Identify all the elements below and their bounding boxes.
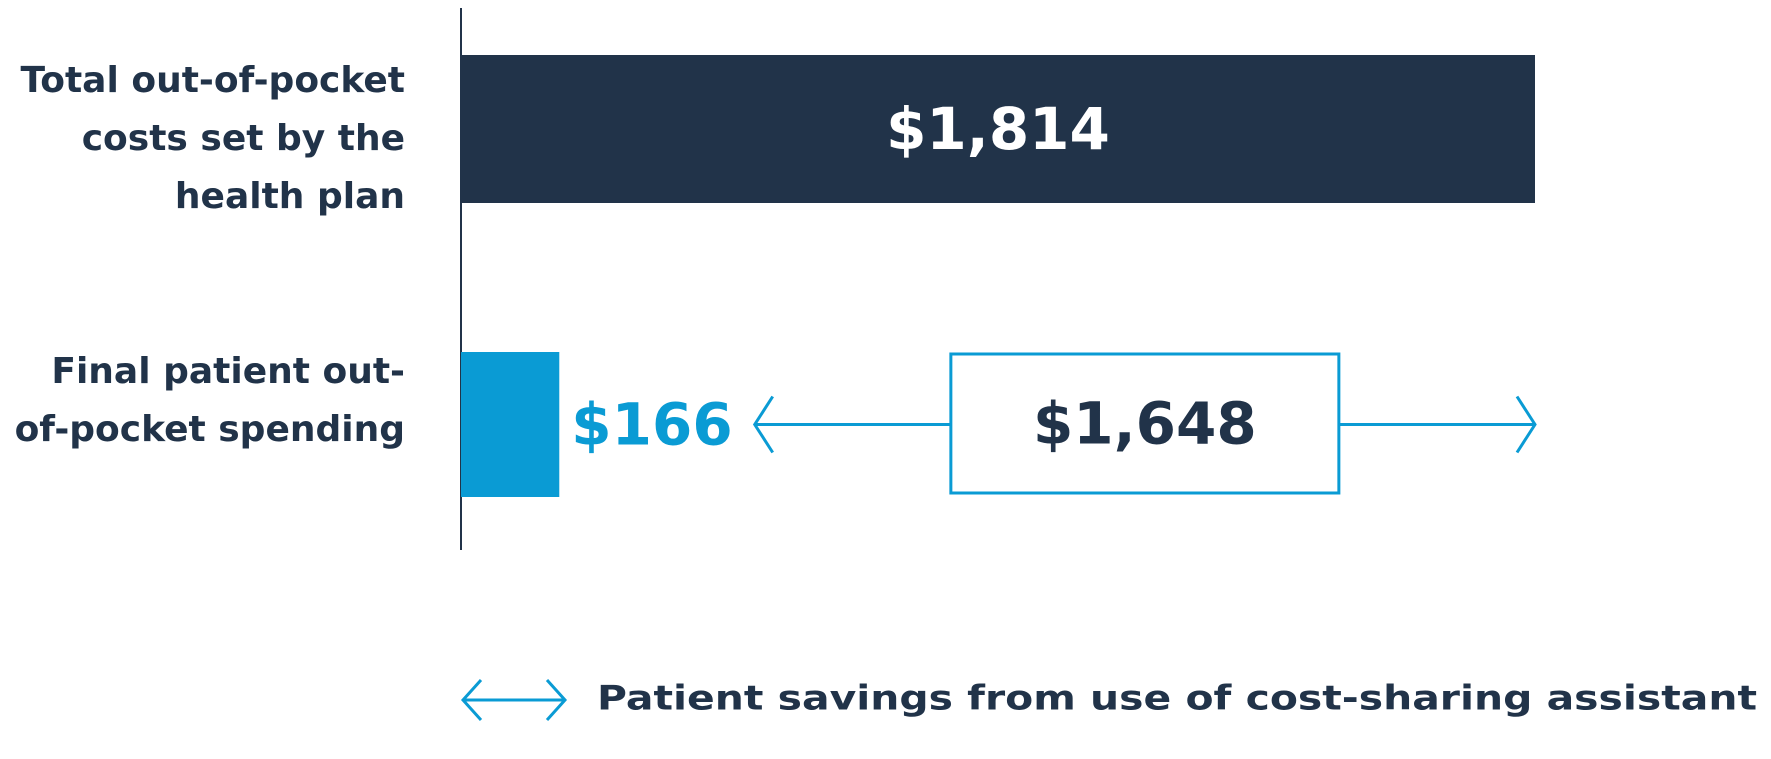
category-label: Total out-of-pocket costs set by the hea… <box>20 60 405 217</box>
bar <box>461 55 1535 203</box>
arrow-head <box>545 678 568 722</box>
savings-label: $1,648 <box>1033 390 1257 458</box>
category-label: Final patient out-of-pocket spending <box>14 351 405 450</box>
value-label: $1,814 <box>886 95 1110 163</box>
value-label: $166 <box>571 391 732 459</box>
savings-box <box>949 352 1341 495</box>
arrow-head <box>752 395 774 454</box>
legend-label: Patient savings from use of cost-sharing… <box>597 679 1757 719</box>
bar <box>461 352 560 497</box>
arrow-head <box>460 678 483 722</box>
arrow-head <box>1515 395 1537 454</box>
